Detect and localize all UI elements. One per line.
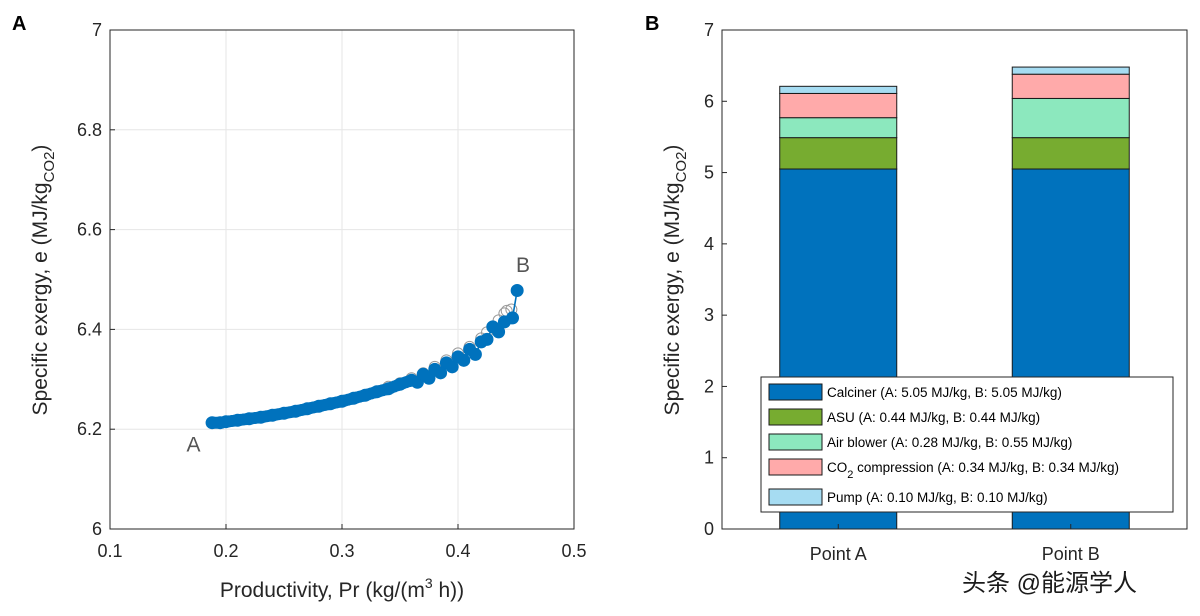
- legend-swatch: [768, 458, 823, 476]
- legend-label: CO2 compression (A: 0.34 MJ/kg, B: 0.34 …: [827, 460, 1119, 481]
- x-tick-label: 0.2: [213, 541, 238, 561]
- y-tick-label: 4: [704, 234, 714, 254]
- bar-segment-asu: [1011, 137, 1130, 170]
- grid-a: [109, 29, 575, 530]
- watermark: 头条 @能源学人: [962, 570, 1137, 597]
- y-tick-label: 6.4: [77, 319, 102, 339]
- x-tick-label: 0.1: [97, 541, 122, 561]
- front-point: [506, 311, 520, 325]
- x-tick-label: Point A: [810, 544, 867, 564]
- legend-b: Calciner (A: 5.05 MJ/kg, B: 5.05 MJ/kg) A…: [760, 376, 1174, 513]
- bar-segment-asu: [779, 137, 898, 170]
- y-tick-label: 6.2: [77, 419, 102, 439]
- y-tick-label: 7: [704, 20, 714, 40]
- y-tick-label: 6.8: [77, 120, 102, 140]
- y-tick-label: 0: [704, 519, 714, 539]
- bar-segment-co2-compression: [779, 92, 898, 119]
- chart-a: 0.1 0.2 0.3 0.4 0.5 6 6.2 6.4 6.6 6.8 7 A B Produc…: [29, 20, 587, 602]
- legend-swatch: [768, 433, 823, 451]
- legend-label: Calciner (A: 5.05 MJ/kg, B: 5.05 MJ/kg): [827, 385, 1062, 400]
- legend-label: Air blower (A: 0.28 MJ/kg, B: 0.55 MJ/kg…: [827, 435, 1072, 450]
- series-front-points: [205, 283, 524, 430]
- front-point: [492, 325, 506, 339]
- front-point: [480, 332, 494, 346]
- legend-label: Pump (A: 0.10 MJ/kg, B: 0.10 MJ/kg): [827, 490, 1048, 505]
- bar-segment-air-blower: [1011, 97, 1130, 139]
- y-tick-label: 7: [92, 20, 102, 40]
- x-axis-label-a: Productivity, Pr (kg/(m3 h)): [220, 575, 464, 602]
- annotation-a: A: [187, 434, 201, 457]
- y-tick-label: 6: [92, 519, 102, 539]
- panel-label-a: A: [12, 13, 26, 35]
- legend-swatch: [768, 408, 823, 426]
- legend-swatch: [768, 383, 823, 401]
- panel-label-b: B: [645, 13, 659, 35]
- ticks-b: 0 1 2 3 4 5 6 7 Point A Point B: [704, 20, 1100, 564]
- x-tick-label: 0.3: [329, 541, 354, 561]
- front-point: [468, 347, 482, 361]
- y-tick-label: 1: [704, 448, 714, 468]
- front-point: [510, 283, 524, 297]
- bar-segment-co2-compression: [1011, 73, 1130, 99]
- legend-label: ASU (A: 0.44 MJ/kg, B: 0.44 MJ/kg): [827, 410, 1040, 425]
- y-tick-label: 5: [704, 163, 714, 183]
- front-point: [445, 360, 459, 374]
- x-tick-label: 0.4: [445, 541, 470, 561]
- y-axis-label-a: Specific exergy, e (MJ/kgCO2): [29, 145, 58, 416]
- front-point: [434, 366, 448, 380]
- annotation-b: B: [516, 254, 530, 277]
- ticks-a: 0.1 0.2 0.3 0.4 0.5 6 6.2 6.4 6.6 6.8 7: [77, 20, 587, 561]
- chart-b: 0 1 2 3 4 5 6 7 Point A Point B Specific exergy, …: [661, 20, 1188, 564]
- x-tick-label: Point B: [1042, 544, 1100, 564]
- axes-box-b: [721, 29, 1188, 530]
- y-tick-label: 6: [704, 91, 714, 111]
- y-tick-label: 2: [704, 376, 714, 396]
- bar-segment-pump: [779, 85, 898, 94]
- y-tick-label: 6.6: [77, 220, 102, 240]
- y-tick-label: 3: [704, 305, 714, 325]
- front-point: [422, 371, 436, 385]
- bar-segment-air-blower: [779, 117, 898, 139]
- x-tick-label: 0.5: [561, 541, 586, 561]
- legend-swatch: [768, 488, 823, 506]
- front-point-fill: [402, 375, 415, 388]
- y-axis-label-b: Specific exergy, e (MJ/kgCO2): [661, 145, 690, 416]
- legend-box: [760, 376, 1174, 513]
- bar-segment-pump: [1011, 66, 1130, 75]
- front-point: [457, 353, 471, 367]
